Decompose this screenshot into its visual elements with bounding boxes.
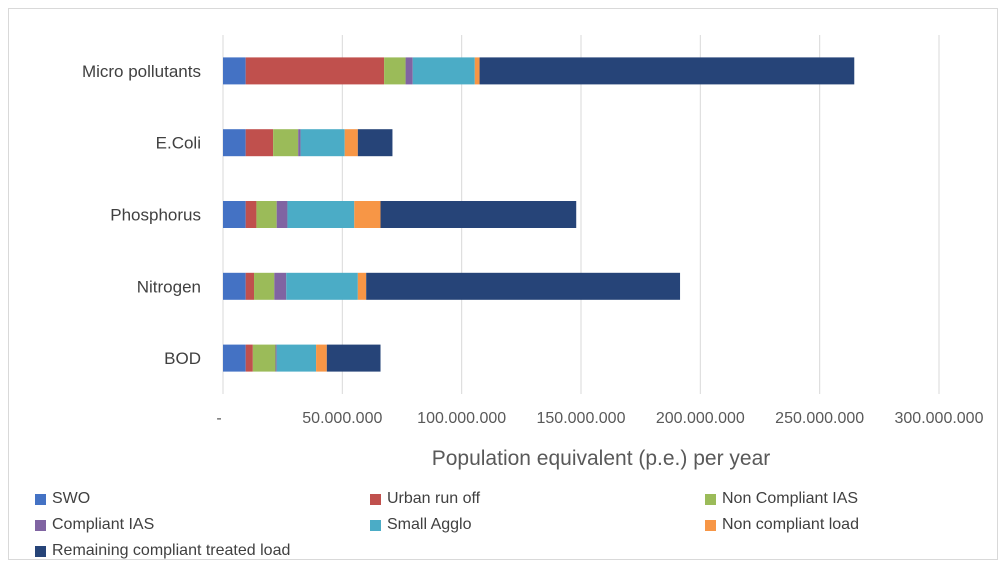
bar-segment xyxy=(275,344,277,372)
legend: SWO Urban run off Non Compliant IAS Complia… xyxy=(35,487,995,563)
bar-segment xyxy=(245,344,253,372)
bar-segment xyxy=(223,129,246,157)
bar-segment xyxy=(223,272,246,300)
legend-label: Non compliant load xyxy=(722,516,859,533)
bar-segment xyxy=(412,57,475,85)
bar-segment xyxy=(245,57,385,85)
legend-label: Urban run off xyxy=(387,490,481,507)
bar-segment xyxy=(474,57,480,85)
legend-swatch xyxy=(370,493,381,505)
legend-item: Remaining compliant treated load xyxy=(35,539,370,563)
category-label: BOD xyxy=(164,349,201,368)
category-label: Micro pollutants xyxy=(82,62,201,81)
bar-segment xyxy=(326,344,381,372)
bar-segment xyxy=(245,129,274,157)
bar-segment xyxy=(273,129,299,157)
bar-segment xyxy=(354,201,381,228)
legend-item: Urban run off xyxy=(370,487,705,511)
x-tick-label: - xyxy=(216,410,221,427)
x-tick-label: 100.000.000 xyxy=(417,410,506,427)
bar-segment xyxy=(276,344,317,372)
bar-segment xyxy=(316,344,327,372)
x-tick-label: 50.000.000 xyxy=(302,410,382,427)
x-tick-label: 250.000.000 xyxy=(775,410,864,427)
bar-segment xyxy=(357,129,393,157)
x-tick-label: 300.000.000 xyxy=(895,410,984,427)
category-label: Nitrogen xyxy=(137,277,201,296)
legend-item: Compliant IAS xyxy=(35,513,370,537)
chart-frame: - 50.000.000 100.000.000 150.000.000 200.000… xyxy=(8,8,998,560)
bar-segment xyxy=(479,57,855,85)
bar-segment xyxy=(274,272,287,300)
bar-segment xyxy=(245,272,255,300)
bar-segment xyxy=(223,344,246,372)
bar-segment xyxy=(366,272,681,300)
legend-swatch xyxy=(370,519,381,531)
bar-segment xyxy=(286,272,358,300)
legend-label: Small Agglo xyxy=(387,516,472,533)
category-label: E.Coli xyxy=(156,134,201,153)
bar-segment xyxy=(380,201,577,228)
bar-segment xyxy=(254,272,275,300)
bar-segment xyxy=(384,57,406,85)
legend-item: Non compliant load xyxy=(705,513,995,537)
legend-label: Remaining compliant treated load xyxy=(52,542,291,559)
bar-segment xyxy=(344,129,358,157)
category-label: Phosphorus xyxy=(110,206,201,225)
legend-item: Small Agglo xyxy=(370,513,705,537)
bar-segment xyxy=(276,201,288,228)
bar-segment xyxy=(256,201,277,228)
x-tick-label: 150.000.000 xyxy=(537,410,626,427)
legend-swatch xyxy=(35,545,46,557)
x-tick-label: 200.000.000 xyxy=(656,410,745,427)
legend-item: Non Compliant IAS xyxy=(705,487,995,511)
bar-segment xyxy=(357,272,367,300)
legend-swatch xyxy=(705,493,716,505)
bar-segment xyxy=(223,201,246,228)
legend-swatch xyxy=(35,519,46,531)
bar-segment xyxy=(287,201,355,228)
legend-swatch xyxy=(705,519,716,531)
bar-segment xyxy=(300,129,345,157)
legend-swatch xyxy=(35,493,46,505)
legend-label: SWO xyxy=(52,490,91,507)
legend-label: Non Compliant IAS xyxy=(722,490,859,507)
bar-segment xyxy=(245,201,257,228)
legend-label: Compliant IAS xyxy=(52,516,155,533)
bar-segment xyxy=(223,57,246,85)
x-axis-title: Population equivalent (p.e.) per year xyxy=(432,447,771,470)
stacked-bar-chart: - 50.000.000 100.000.000 150.000.000 200.000… xyxy=(82,35,984,470)
bar-segment xyxy=(298,129,301,157)
bar-segment xyxy=(405,57,413,85)
bar-segment xyxy=(252,344,276,372)
legend-item: SWO xyxy=(35,487,370,511)
